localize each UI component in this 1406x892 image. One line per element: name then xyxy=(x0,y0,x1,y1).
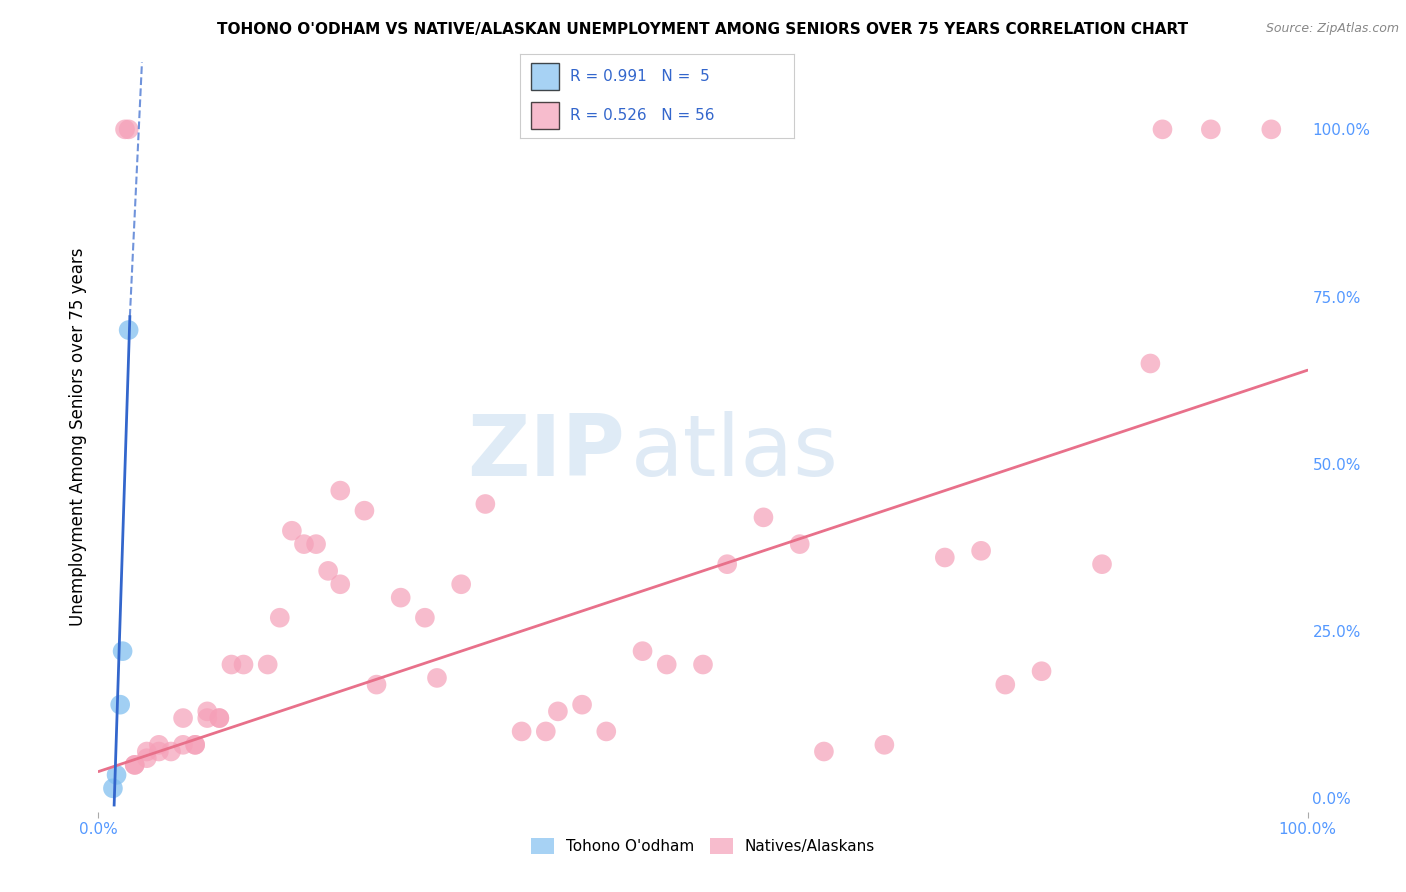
Point xyxy=(655,657,678,672)
Point xyxy=(970,544,993,558)
Point xyxy=(1260,122,1282,136)
Point xyxy=(111,644,134,658)
Point xyxy=(752,510,775,524)
Point xyxy=(474,497,496,511)
Point xyxy=(873,738,896,752)
Point xyxy=(195,711,218,725)
Point xyxy=(692,657,714,672)
Point xyxy=(716,557,738,572)
Point xyxy=(510,724,533,739)
Point xyxy=(148,738,170,752)
Point xyxy=(1031,664,1053,679)
Text: ZIP: ZIP xyxy=(467,410,624,493)
Text: atlas: atlas xyxy=(630,410,838,493)
Point xyxy=(148,744,170,758)
Point xyxy=(184,738,207,752)
Point xyxy=(389,591,412,605)
Point xyxy=(366,678,388,692)
Point xyxy=(413,611,436,625)
Point xyxy=(547,705,569,719)
Point xyxy=(208,711,231,725)
Point xyxy=(256,657,278,672)
Text: Source: ZipAtlas.com: Source: ZipAtlas.com xyxy=(1265,22,1399,36)
Point xyxy=(1152,122,1174,136)
Point xyxy=(118,323,141,337)
Point xyxy=(316,564,339,578)
Point xyxy=(108,698,131,712)
Point xyxy=(994,678,1017,692)
Y-axis label: Unemployment Among Seniors over 75 years: Unemployment Among Seniors over 75 years xyxy=(69,248,87,626)
Point xyxy=(631,644,654,658)
Point xyxy=(571,698,593,712)
Point xyxy=(114,122,136,136)
Point xyxy=(329,483,352,498)
Point xyxy=(105,768,128,782)
Text: R = 0.526   N = 56: R = 0.526 N = 56 xyxy=(569,108,714,123)
Point xyxy=(172,738,194,752)
Point xyxy=(281,524,304,538)
Point xyxy=(208,711,231,725)
Point xyxy=(118,122,141,136)
Point xyxy=(1091,557,1114,572)
Point xyxy=(305,537,328,551)
Point xyxy=(184,738,207,752)
Point xyxy=(789,537,811,551)
Point xyxy=(353,503,375,517)
Point xyxy=(269,611,291,625)
Point xyxy=(450,577,472,591)
Point xyxy=(135,751,157,765)
Point xyxy=(534,724,557,739)
Point xyxy=(160,744,183,758)
FancyBboxPatch shape xyxy=(531,62,558,90)
Point xyxy=(101,781,124,796)
Point xyxy=(172,711,194,725)
Text: R = 0.991   N =  5: R = 0.991 N = 5 xyxy=(569,69,709,84)
Point xyxy=(135,744,157,758)
Legend: Tohono O'odham, Natives/Alaskans: Tohono O'odham, Natives/Alaskans xyxy=(524,832,882,860)
Point xyxy=(1139,356,1161,371)
Point xyxy=(195,705,218,719)
Text: TOHONO O'ODHAM VS NATIVE/ALASKAN UNEMPLOYMENT AMONG SENIORS OVER 75 YEARS CORREL: TOHONO O'ODHAM VS NATIVE/ALASKAN UNEMPLO… xyxy=(218,22,1188,37)
Point xyxy=(329,577,352,591)
Point xyxy=(221,657,243,672)
Point xyxy=(124,758,146,772)
Point xyxy=(232,657,254,672)
Point xyxy=(426,671,449,685)
Point xyxy=(595,724,617,739)
Point xyxy=(124,758,146,772)
FancyBboxPatch shape xyxy=(531,102,558,129)
Point xyxy=(1199,122,1222,136)
Point xyxy=(813,744,835,758)
Point xyxy=(934,550,956,565)
Point xyxy=(292,537,315,551)
